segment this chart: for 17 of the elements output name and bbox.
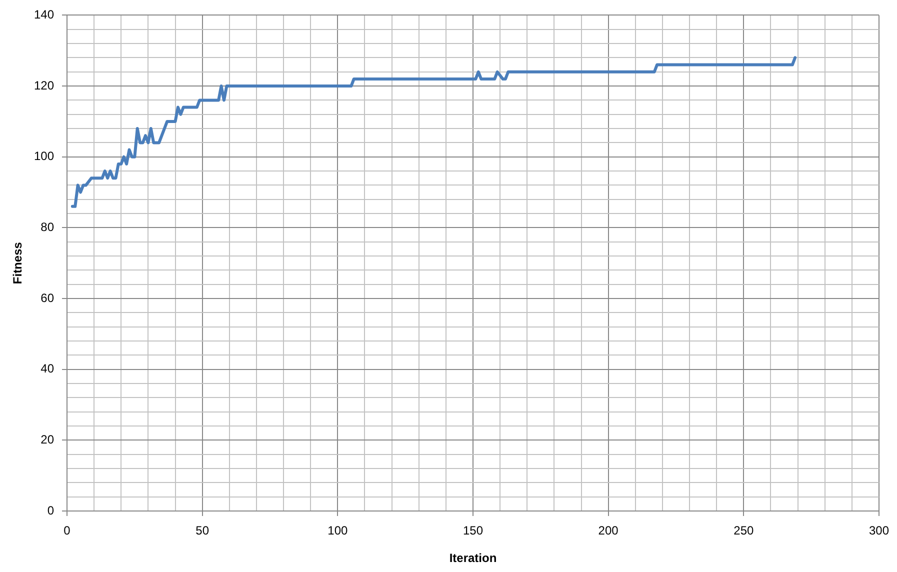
y-tick-label: 80 — [40, 220, 54, 234]
x-tick-label: 300 — [868, 524, 890, 538]
x-tick-label: 200 — [598, 524, 619, 538]
y-tick-label: 0 — [47, 503, 54, 518]
x-tick-label: 0 — [64, 524, 71, 538]
y-axis-title: Fitness — [10, 242, 25, 284]
x-tick-label: 150 — [462, 524, 484, 538]
y-tick-label: 60 — [40, 290, 54, 305]
y-tick-label: 40 — [40, 362, 54, 376]
x-tick-label: 100 — [328, 524, 348, 538]
y-tick-label: 120 — [34, 78, 54, 92]
x-tick-label: 250 — [734, 524, 754, 538]
y-tick-label: 100 — [34, 149, 54, 164]
x-axis-title: Iteration — [449, 551, 497, 566]
x-tick-label: 50 — [196, 524, 210, 538]
y-tick-label: 20 — [40, 432, 54, 446]
y-tick-label: 140 — [34, 8, 54, 22]
